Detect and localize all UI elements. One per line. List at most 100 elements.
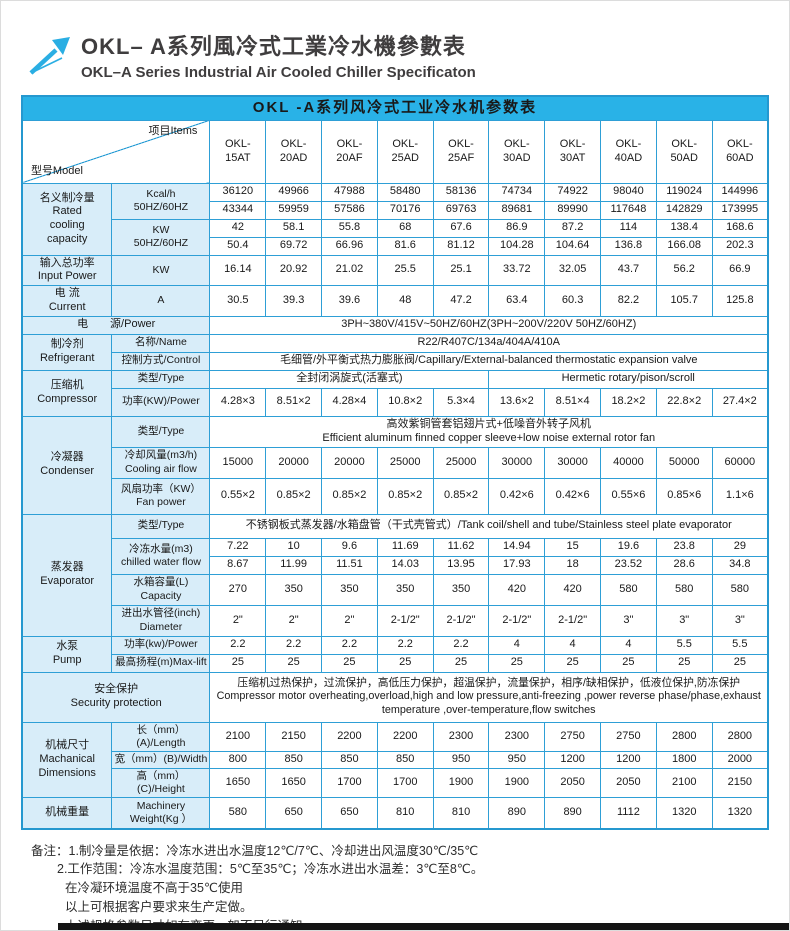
value-cell: 30000 bbox=[488, 446, 546, 479]
value-cell: 15000 bbox=[209, 446, 267, 479]
value-cell: 800 bbox=[209, 750, 267, 769]
value-cell: 63.4 bbox=[488, 285, 546, 317]
value-cell: 1900 bbox=[432, 767, 490, 799]
value-cell: 2300 bbox=[432, 721, 490, 752]
item-width-label: 宽（mm）(B)/Width bbox=[111, 750, 211, 769]
value-cell: 28.6 bbox=[655, 555, 713, 575]
value-cell: 11.62 bbox=[432, 537, 490, 557]
value-cell: 1112 bbox=[600, 797, 657, 829]
value-cell: 56.2 bbox=[655, 254, 713, 286]
value-cell: 650 bbox=[265, 797, 323, 829]
value-cell: 1200 bbox=[544, 750, 602, 769]
value-cell: 39.3 bbox=[265, 285, 323, 317]
value-cell: 142829 bbox=[655, 200, 713, 220]
value-cell: 39.6 bbox=[321, 285, 378, 317]
value-cell: 74922 bbox=[544, 182, 602, 202]
value-cell: 29 bbox=[711, 537, 769, 557]
value-cell: 850 bbox=[376, 750, 434, 769]
value-cell: 66.9 bbox=[711, 254, 769, 286]
value-cell: 25 bbox=[711, 653, 769, 673]
value-cell: 22.8×2 bbox=[655, 387, 713, 417]
security-value: 压缩机过热保护，过流保护，高低压力保护，超温保护，流量保护，相序/缺相保护，低液… bbox=[209, 671, 769, 723]
item-cooling-air-flow-label: 冷却风量(m3/h) Cooling air flow bbox=[111, 446, 211, 479]
value-cell: 55.8 bbox=[321, 218, 378, 238]
spec-table: OKL -A系列风冷式工业冷水机参数表 型号Model 项目Items OKL-… bbox=[20, 95, 770, 830]
model-header-cell: OKL- 50AD bbox=[655, 119, 713, 184]
value-cell: 580 bbox=[600, 573, 657, 606]
value-cell: 2-1/2" bbox=[376, 604, 434, 637]
row-group-cooling-capacity: 名义制冷量 Rated cooling capacity bbox=[21, 182, 113, 256]
item-tank-capacity-label: 水箱容量(L) Capacity bbox=[111, 573, 211, 606]
value-cell: 48 bbox=[376, 285, 434, 317]
value-cell: 66.96 bbox=[321, 236, 378, 256]
value-cell: 202.3 bbox=[711, 236, 769, 256]
value-cell: 890 bbox=[544, 797, 602, 829]
page-subtitle: OKL–A Series Industrial Air Cooled Chill… bbox=[81, 64, 476, 81]
model-header-cell: OKL- 15AT bbox=[209, 119, 267, 184]
value-cell: 5.5 bbox=[711, 635, 769, 655]
item-refrigerant-control-label: 控制方式/Control bbox=[111, 351, 211, 371]
item-current-unit: A bbox=[111, 285, 211, 317]
model-header-cell: OKL- 60AD bbox=[711, 119, 769, 184]
value-cell: 3" bbox=[655, 604, 713, 637]
value-cell: 2150 bbox=[711, 767, 769, 799]
value-cell: 42 bbox=[209, 218, 267, 238]
item-max-lift-label: 最高扬程(m)Max-lift bbox=[111, 653, 211, 673]
page-header: OKL– A系列風冷式工業冷水機參數表 OKL–A Series Industr… bbox=[1, 1, 789, 81]
value-cell: 138.4 bbox=[655, 218, 713, 238]
value-cell: 25 bbox=[655, 653, 713, 673]
value-cell: 114 bbox=[600, 218, 657, 238]
value-cell: 2100 bbox=[655, 767, 713, 799]
value-cell: 810 bbox=[432, 797, 490, 829]
value-cell: 30.5 bbox=[209, 285, 267, 317]
value-cell: 4 bbox=[600, 635, 657, 655]
value-cell: 2800 bbox=[655, 721, 713, 752]
value-cell: 49966 bbox=[265, 182, 323, 202]
corner-model-label: 型号Model bbox=[30, 164, 83, 177]
model-header-cell: OKL- 30AT bbox=[544, 119, 602, 184]
value-cell: 168.6 bbox=[711, 218, 769, 238]
value-cell: 0.85×2 bbox=[265, 477, 323, 515]
value-cell: 18 bbox=[544, 555, 602, 575]
value-cell: 23.52 bbox=[600, 555, 657, 575]
value-cell: 850 bbox=[265, 750, 323, 769]
value-cell: 20.92 bbox=[265, 254, 323, 286]
value-cell: 82.2 bbox=[600, 285, 657, 317]
value-cell: 74734 bbox=[488, 182, 546, 202]
value-cell: 68 bbox=[376, 218, 434, 238]
value-cell: 25 bbox=[376, 653, 434, 673]
value-cell: 40000 bbox=[600, 446, 657, 479]
value-cell: 25 bbox=[600, 653, 657, 673]
row-group-pump: 水泵 Pump bbox=[21, 635, 113, 673]
value-cell: 117648 bbox=[600, 200, 657, 220]
item-kw-label: KW 50HZ/60HZ bbox=[111, 218, 211, 256]
value-cell: 810 bbox=[376, 797, 434, 829]
value-cell: 81.6 bbox=[376, 236, 434, 256]
value-cell: 1900 bbox=[488, 767, 546, 799]
value-cell: 0.55×2 bbox=[209, 477, 267, 515]
value-cell: 650 bbox=[321, 797, 378, 829]
value-cell: 1700 bbox=[321, 767, 378, 799]
row-group-evaporator: 蒸发器 Evaporator bbox=[21, 513, 113, 637]
value-cell: 87.2 bbox=[544, 218, 602, 238]
value-cell: 25 bbox=[209, 653, 267, 673]
value-cell: 2050 bbox=[544, 767, 602, 799]
value-cell: 1.1×6 bbox=[711, 477, 769, 515]
value-cell: 2.2 bbox=[432, 635, 490, 655]
value-cell: 1650 bbox=[265, 767, 323, 799]
value-cell: 2-1/2" bbox=[488, 604, 546, 637]
value-cell: 8.67 bbox=[209, 555, 267, 575]
note-line: 备注：1.制冷量是依据：冷冻水进出水温度12℃/7℃、冷却进出风温度30℃/35… bbox=[31, 843, 479, 858]
value-cell: 580 bbox=[711, 573, 769, 606]
value-cell: 13.95 bbox=[432, 555, 490, 575]
value-cell: 0.85×2 bbox=[432, 477, 490, 515]
item-condenser-type-label: 类型/Type bbox=[111, 415, 211, 448]
notes-section: 备注：1.制冷量是依据：冷冻水进出水温度12℃/7℃、冷却进出风温度30℃/35… bbox=[31, 842, 765, 931]
corner-header-cell: 型号Model 项目Items bbox=[21, 119, 211, 184]
value-cell: 350 bbox=[376, 573, 434, 606]
value-cell: 25 bbox=[544, 653, 602, 673]
value-cell: 32.05 bbox=[544, 254, 602, 286]
condenser-type-value: 高效紫铜管套铝翅片式+低噪音外转子风机 Efficient aluminum f… bbox=[209, 415, 769, 448]
row-group-dimensions: 机械尺寸 Machanical Dimensions bbox=[21, 721, 113, 798]
value-cell: 43344 bbox=[209, 200, 267, 220]
